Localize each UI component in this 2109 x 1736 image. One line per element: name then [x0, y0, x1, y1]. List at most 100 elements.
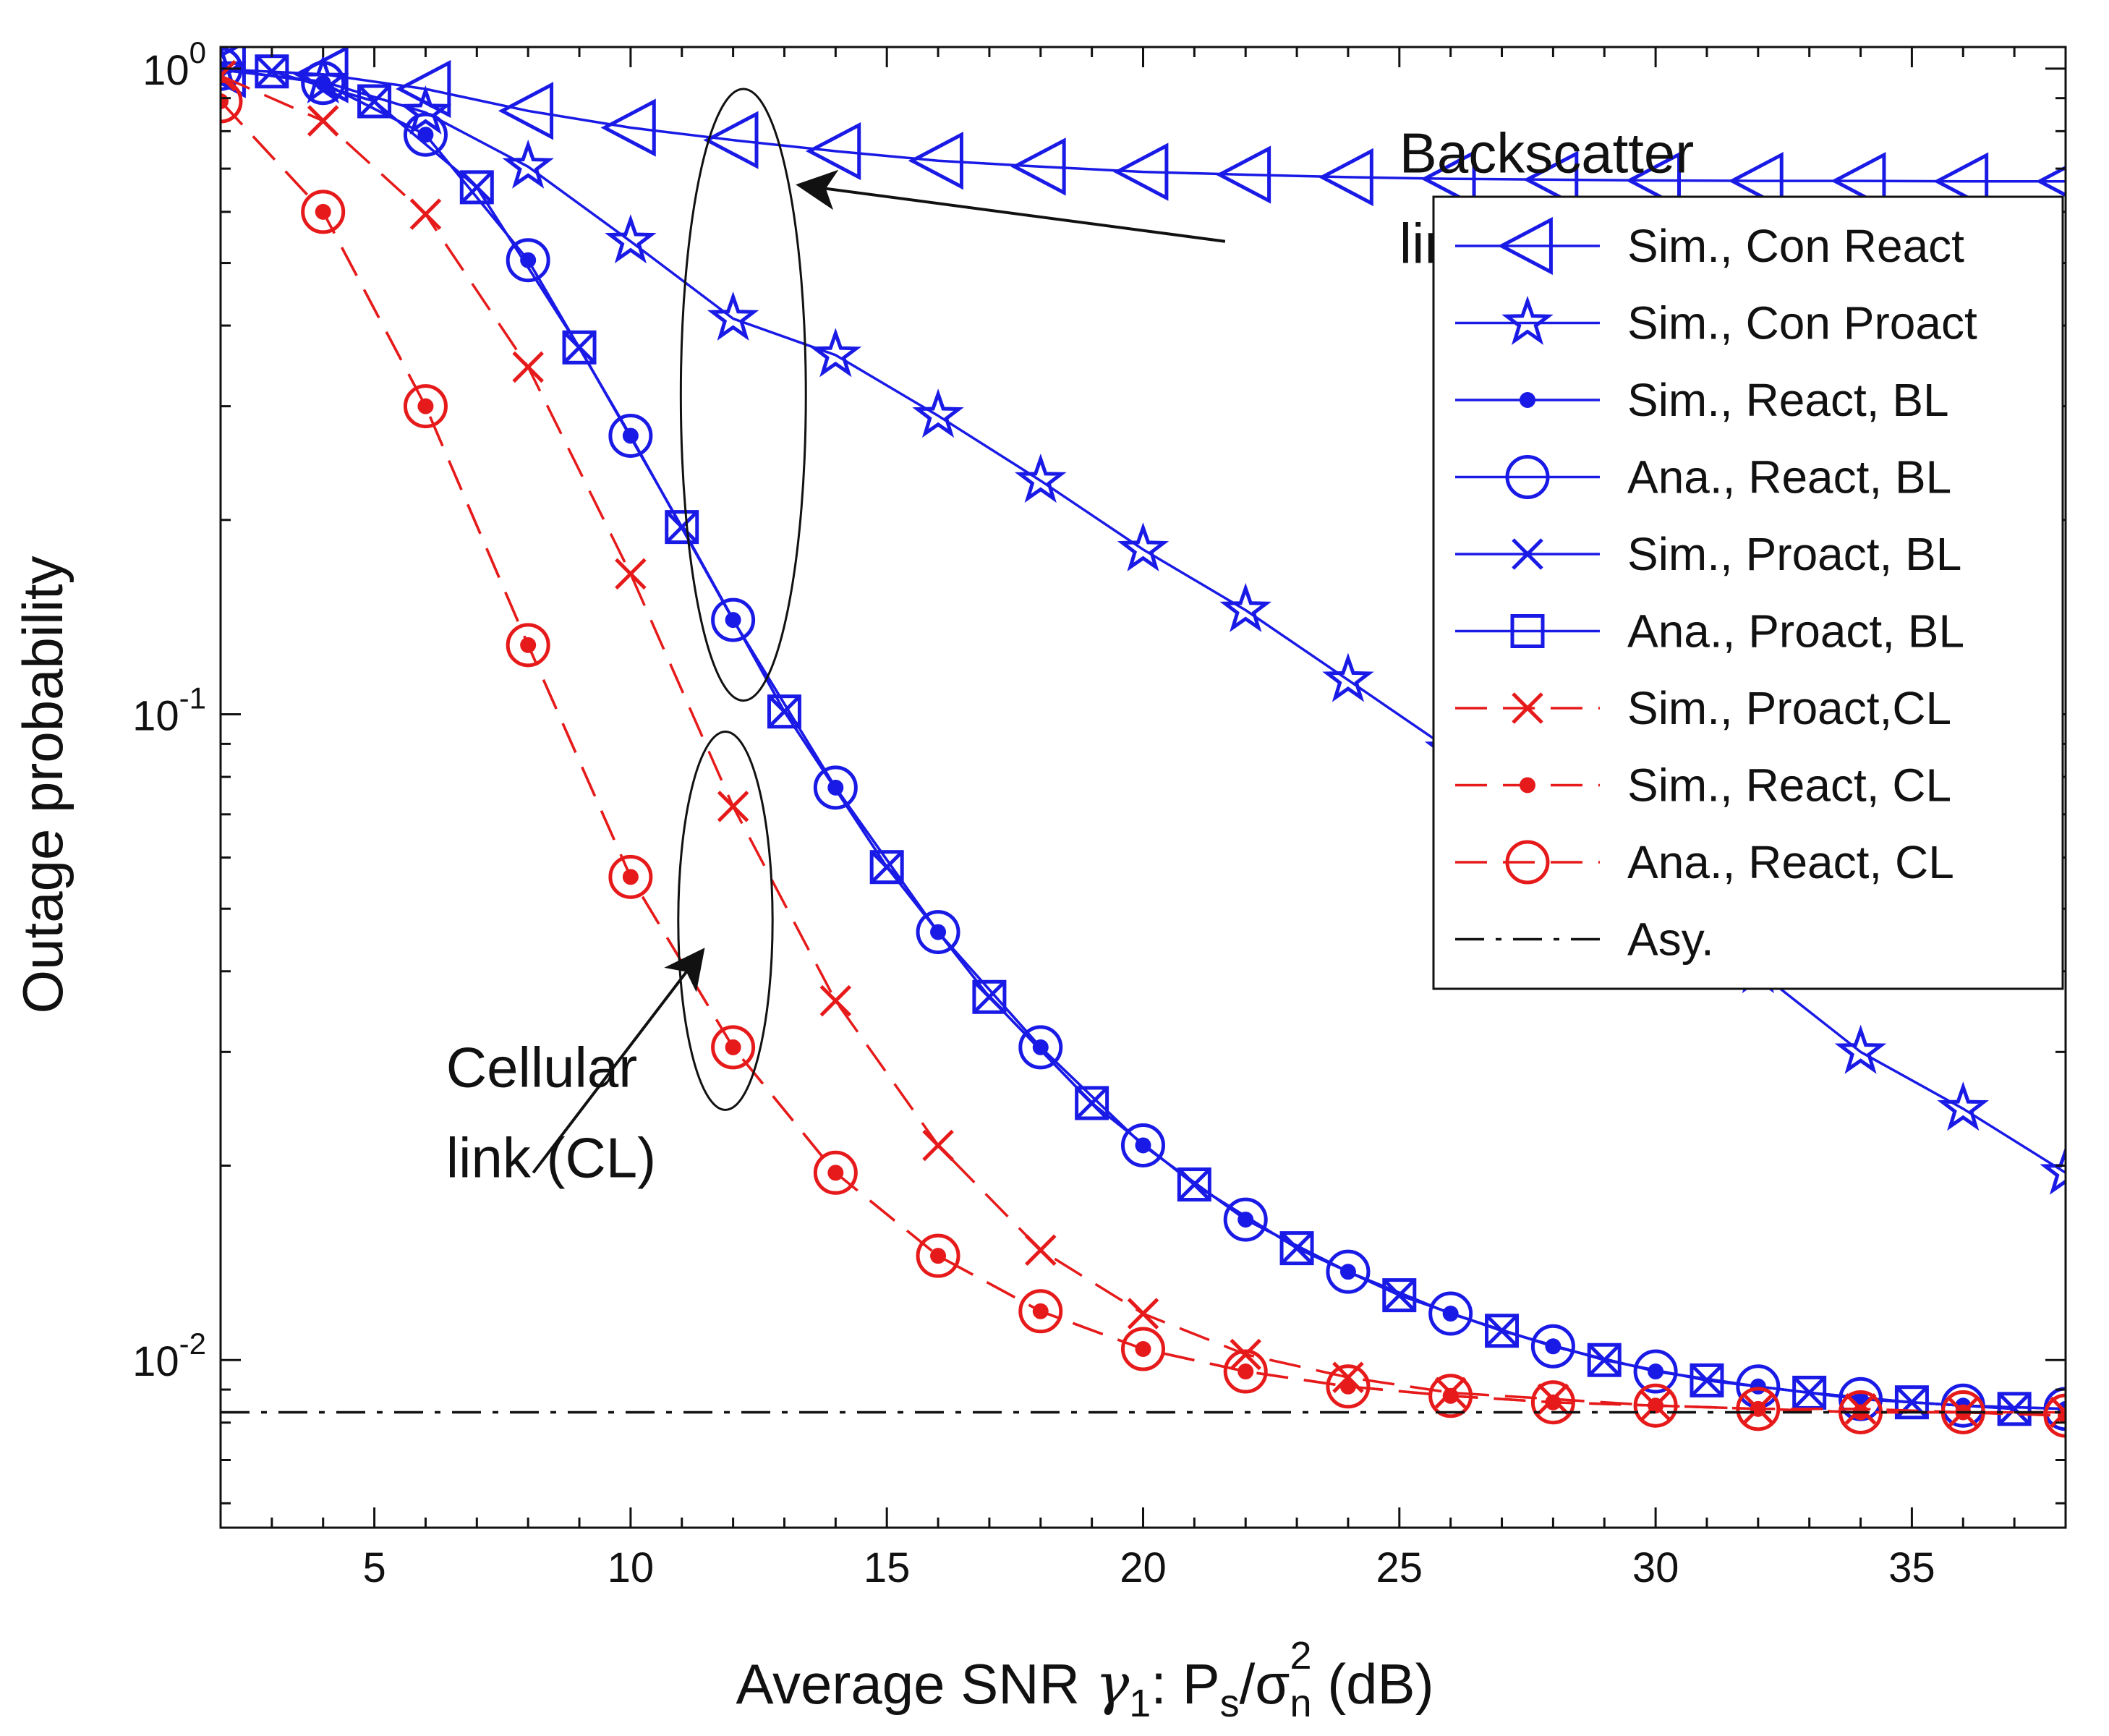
data-point — [1382, 1278, 1417, 1313]
data-point — [1839, 1390, 1883, 1434]
data-point — [711, 597, 756, 642]
data-point — [1223, 1197, 1268, 1242]
data-point — [357, 84, 392, 119]
data-point — [498, 82, 554, 140]
data-point — [916, 910, 960, 955]
legend-item-sim-proact-cl: Sim., Proact,CL — [1455, 682, 1951, 734]
data-point — [1937, 1081, 1990, 1131]
legend-marker — [1512, 692, 1543, 724]
legend-label: Ana., React, CL — [1627, 836, 1954, 888]
data-point — [1121, 1123, 1165, 1167]
data-point — [908, 132, 963, 190]
data-point — [1318, 148, 1373, 207]
data-point — [767, 694, 801, 729]
data-point — [1230, 1338, 1261, 1371]
axes-frame — [219, 46, 2067, 1529]
legend-marker — [1497, 216, 1553, 276]
data-point — [1326, 1249, 1371, 1294]
data-point — [930, 1248, 947, 1264]
data-point — [1587, 1343, 1622, 1377]
legend-label: Sim., Proact, BL — [1627, 528, 1961, 580]
legend-item-sim-react-bl: Sim., React, BL — [1455, 374, 1949, 426]
data-point — [605, 214, 657, 264]
data-point — [256, 55, 288, 88]
data-point — [506, 623, 550, 668]
legend-label: Sim., React, BL — [1627, 374, 1949, 426]
data-point — [1326, 1364, 1371, 1409]
data-point — [813, 765, 858, 810]
data-point — [1736, 1387, 1781, 1431]
legend-marker — [1512, 538, 1543, 570]
data-point — [1177, 1167, 1211, 1202]
x-title-colon: : P — [1151, 1652, 1219, 1716]
legend-marker — [1505, 455, 1550, 499]
legend-item-sim-con-react: Sim., Con React — [1455, 216, 1964, 276]
data-point — [1831, 151, 1886, 210]
backscatter-group-ellipse — [679, 88, 807, 702]
legend-marker — [1520, 392, 1535, 408]
data-point — [1530, 1324, 1575, 1369]
series-line — [221, 100, 2066, 1417]
data-point — [1018, 1289, 1063, 1334]
x-tick-label: 10 — [608, 1544, 655, 1591]
data-point — [725, 1039, 741, 1055]
data-point — [1279, 1231, 1314, 1266]
data-point — [600, 98, 656, 157]
tick-labels: 5 10 15 20 25 30 35 100 10-1 10-2 — [132, 35, 1935, 1591]
data-point — [301, 190, 346, 234]
legend-item-asy: Asy. — [1455, 914, 1714, 966]
data-point — [703, 111, 759, 169]
x-axis-title: Average SNR γ1: Ps/σn 2 (dB) — [736, 1634, 1433, 1725]
data-point — [916, 1233, 960, 1278]
legend-item-sim-proact-bl: Sim., Proact, BL — [1455, 528, 1961, 580]
data-point — [813, 1150, 858, 1195]
cellular-label: Cellular link (CL) — [446, 1035, 656, 1189]
x-tick-label: 15 — [864, 1544, 911, 1591]
data-point — [1690, 1363, 1724, 1397]
data-point — [1025, 1234, 1057, 1266]
x-title-slash: /σ — [1240, 1652, 1290, 1716]
data-point — [1998, 1393, 2030, 1425]
x-tick-label: 25 — [1376, 1544, 1423, 1591]
legend-label: Sim., Con React — [1627, 220, 1964, 272]
legend-item-ana-react-cl: Ana., React, CL — [1455, 836, 1954, 888]
y-tick-label: 10-2 — [132, 1327, 206, 1385]
x-title-p-sub: s — [1220, 1682, 1240, 1725]
x-title-suffix: (dB) — [1312, 1652, 1434, 1716]
data-point — [1633, 1349, 1678, 1394]
data-point — [1420, 150, 1476, 208]
data-point — [221, 47, 247, 93]
data-point — [1215, 145, 1271, 204]
data-point — [1219, 582, 1272, 632]
data-point — [819, 984, 852, 1017]
legend-marker — [1510, 614, 1545, 648]
data-point — [2040, 1145, 2066, 1195]
data-point — [1997, 1392, 2032, 1426]
data-point — [1075, 1086, 1109, 1120]
data-point — [615, 558, 647, 590]
data-point — [608, 413, 653, 458]
legend-item-ana-proact-bl: Ana., Proact, BL — [1455, 605, 1964, 658]
series-ana-react-cl — [221, 79, 2066, 1438]
x-title-prefix: Average SNR — [736, 1652, 1095, 1716]
legend-marker — [1501, 295, 1554, 345]
data-point — [562, 330, 597, 365]
y-tick-label: 10-1 — [132, 681, 206, 740]
data-point — [1834, 1024, 1887, 1074]
data-point — [1485, 1314, 1520, 1348]
legend-marker — [1520, 777, 1535, 793]
data-point — [403, 112, 448, 157]
legend-item-ana-react-bl: Ana., React, BL — [1455, 451, 1951, 503]
data-point — [1933, 152, 1989, 210]
data-point — [506, 238, 550, 283]
data-point — [912, 388, 964, 438]
series-ana-proact-bl — [255, 54, 2032, 1426]
data-point — [805, 122, 861, 181]
data-point — [809, 328, 862, 378]
legend: Sim., Con React Sim., Con Proact Sim., Rea… — [1432, 195, 2064, 990]
legend-label: Ana., Proact, BL — [1627, 605, 1964, 658]
legend-item-sim-con-proact: Sim., Con Proact — [1455, 295, 1977, 349]
series-line — [221, 67, 2066, 183]
